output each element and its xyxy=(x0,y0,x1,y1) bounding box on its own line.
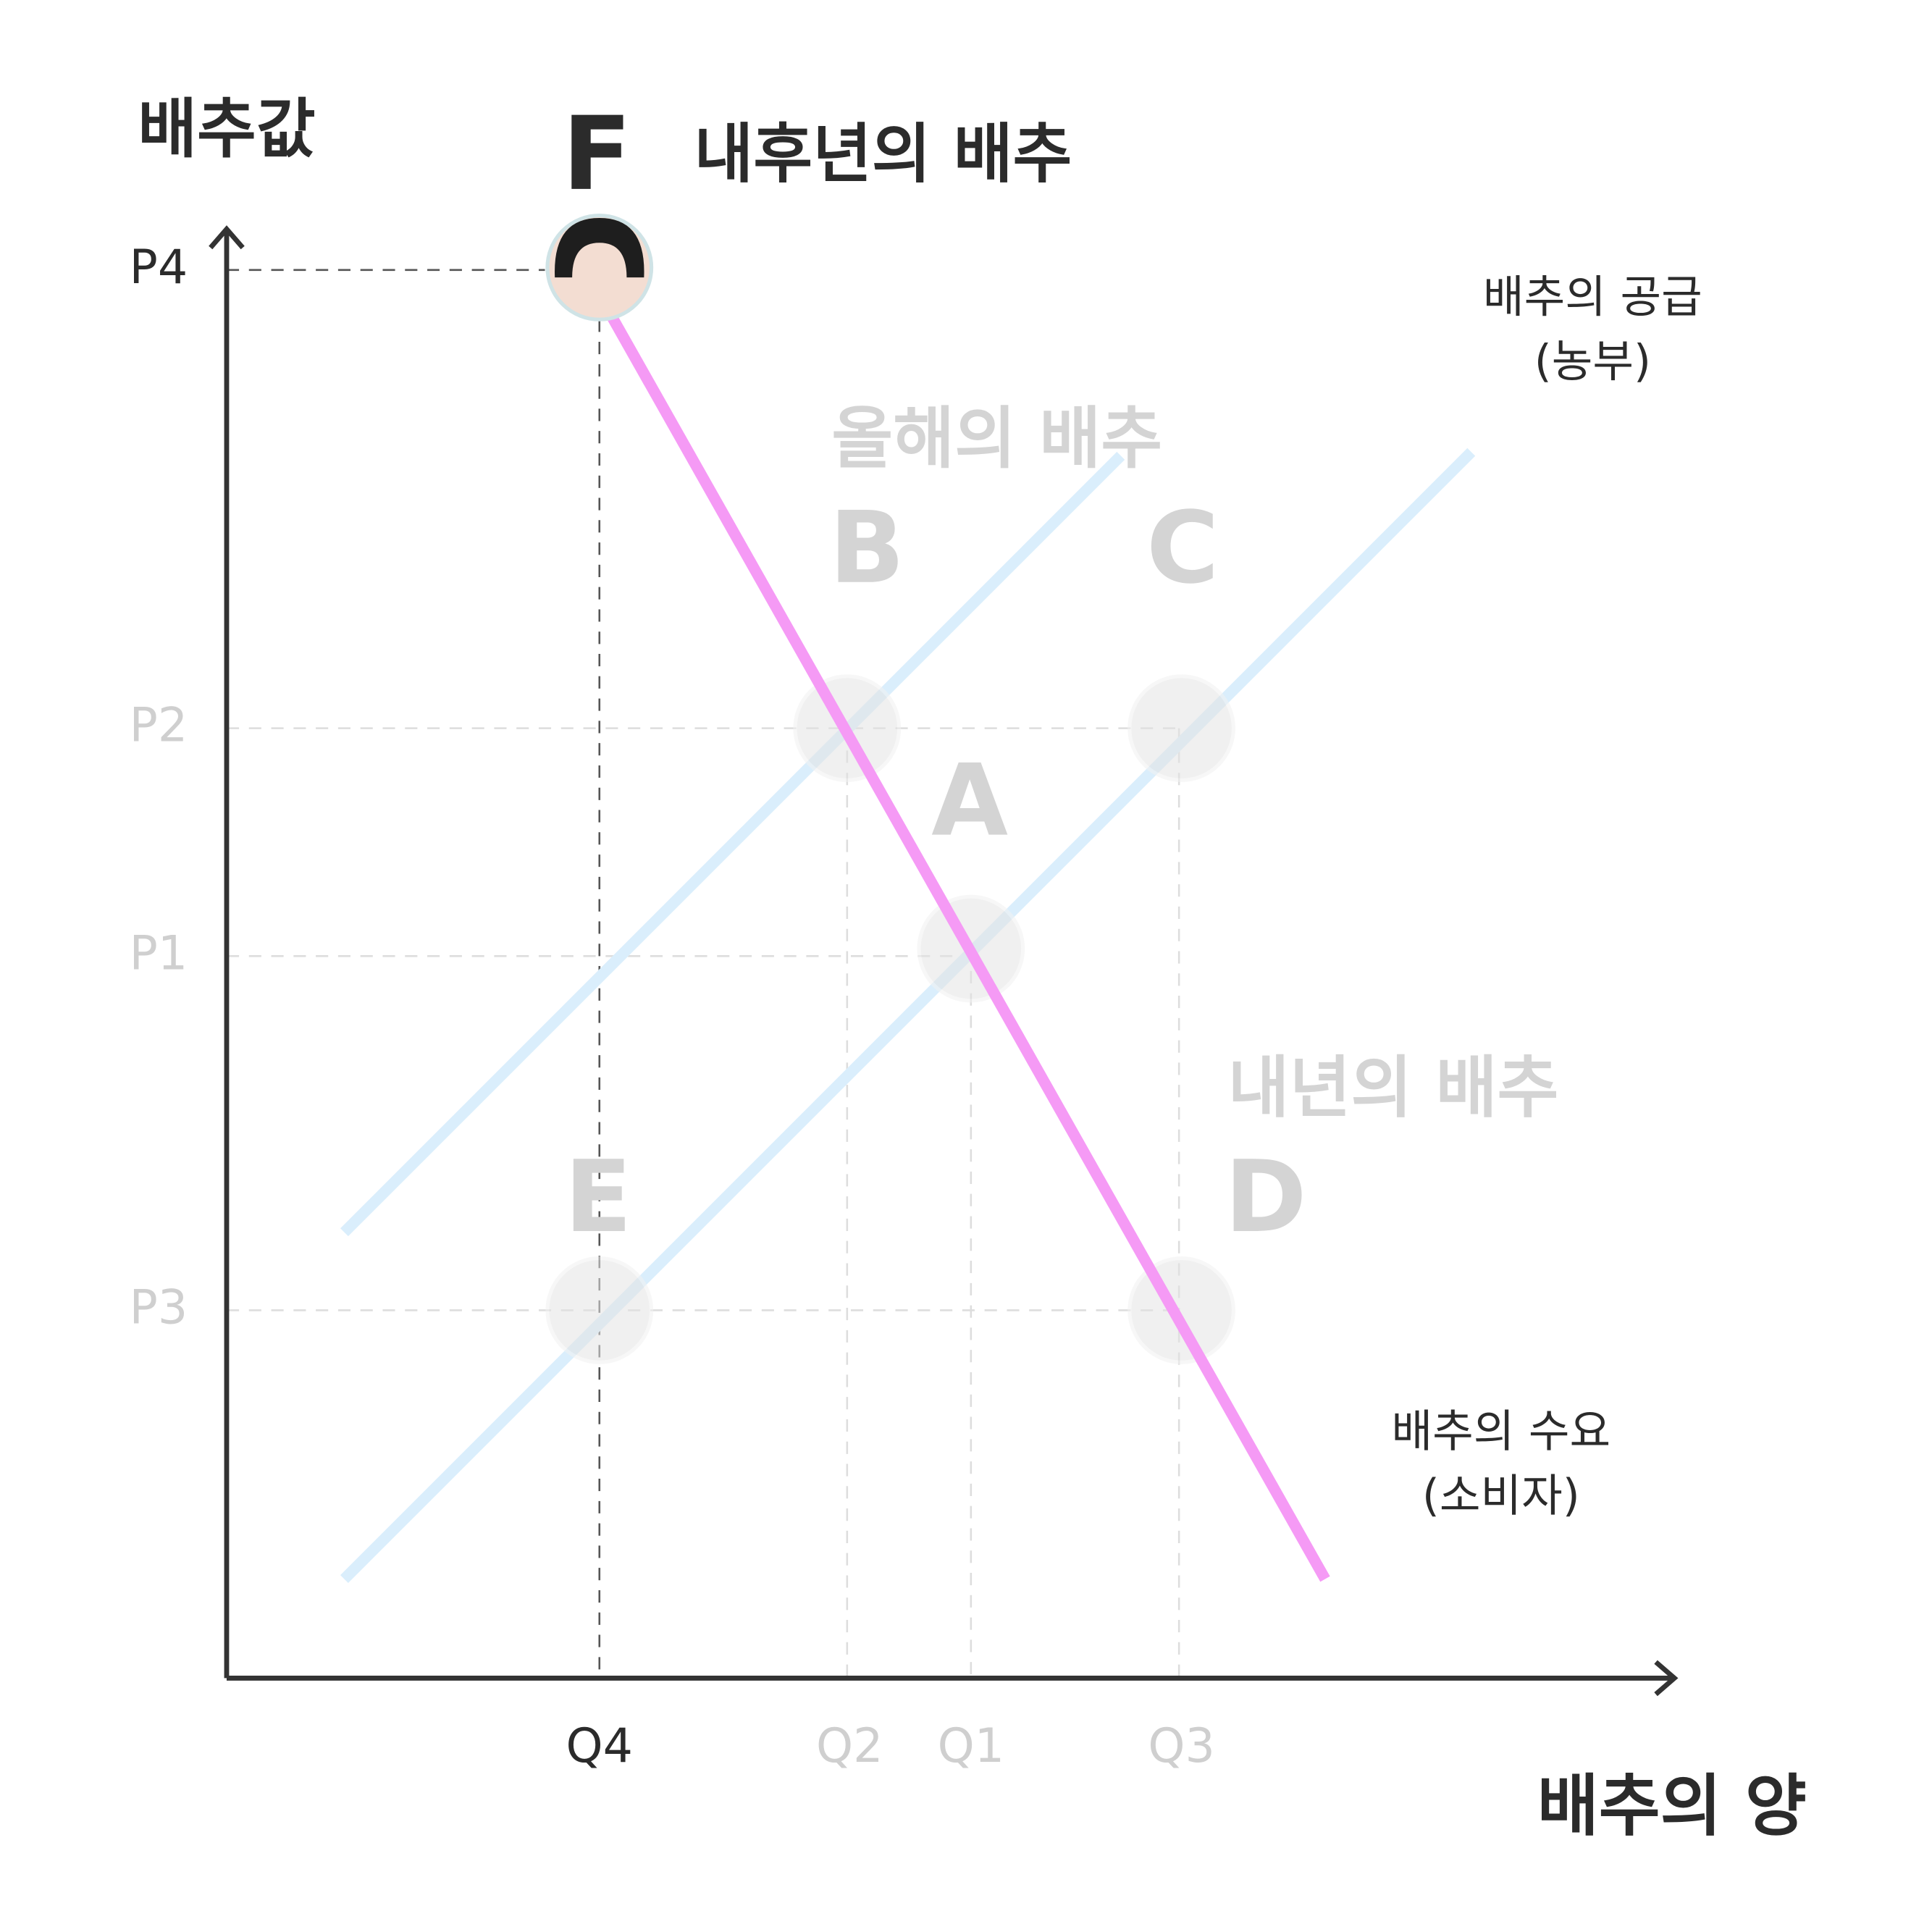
point-label: B xyxy=(829,491,904,606)
points xyxy=(545,674,1235,1364)
avatar-hair xyxy=(555,218,644,278)
point-label: F xyxy=(562,96,631,214)
y-arrow xyxy=(209,225,245,250)
x-tick-label: Q2 xyxy=(816,1719,883,1773)
point-marker xyxy=(1127,1256,1235,1364)
supply-curve xyxy=(340,451,1125,1237)
point-marker xyxy=(545,1256,654,1364)
avatar xyxy=(545,214,654,322)
scenario-label: 내후년의 배추 xyxy=(694,116,1072,191)
y-tick-label: P3 xyxy=(130,1281,188,1335)
x-axis-label: 배추의 양 xyxy=(1537,1767,1807,1845)
y-tick-label: P2 xyxy=(130,699,188,753)
y-axis-label: 배추값 xyxy=(138,91,315,167)
axes xyxy=(209,225,1679,1697)
curve-label: (소비자) xyxy=(1422,1469,1580,1521)
point-label: E xyxy=(564,1140,631,1255)
supply-curve xyxy=(340,448,1476,1584)
y-tick-label: P4 xyxy=(130,240,188,295)
curve-label: 배추의 수요 xyxy=(1391,1406,1610,1458)
demand-curve xyxy=(599,301,1330,1582)
point-marker xyxy=(1127,674,1235,783)
y-tick-label: P1 xyxy=(130,926,188,980)
point-label: A xyxy=(931,744,1008,859)
x-tick-label: Q4 xyxy=(566,1719,633,1773)
guides xyxy=(226,269,1182,1679)
curve-label: (농부) xyxy=(1534,335,1651,387)
point-label: D xyxy=(1225,1140,1307,1255)
point-label: C xyxy=(1146,491,1219,606)
x-tick-label: Q1 xyxy=(938,1719,1004,1773)
curve-label: 배추의 공급 xyxy=(1483,271,1702,323)
x-arrow xyxy=(1654,1660,1679,1697)
scenario-label: 내년의 배추 xyxy=(1228,1049,1559,1127)
x-tick-label: Q3 xyxy=(1148,1719,1214,1773)
scenario-label: 올해의 배추 xyxy=(831,400,1162,478)
